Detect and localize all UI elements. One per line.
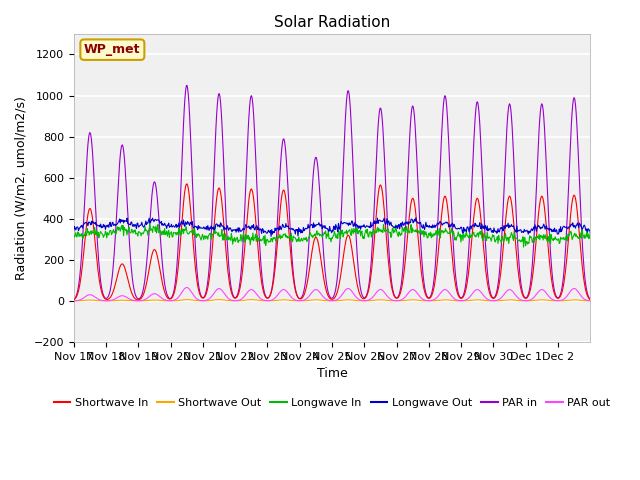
Legend: Shortwave In, Shortwave Out, Longwave In, Longwave Out, PAR in, PAR out: Shortwave In, Shortwave Out, Longwave In… bbox=[49, 394, 615, 412]
Y-axis label: Radiation (W/m2, umol/m2/s): Radiation (W/m2, umol/m2/s) bbox=[15, 96, 28, 280]
Title: Solar Radiation: Solar Radiation bbox=[274, 15, 390, 30]
Text: WP_met: WP_met bbox=[84, 43, 141, 56]
X-axis label: Time: Time bbox=[317, 367, 348, 380]
